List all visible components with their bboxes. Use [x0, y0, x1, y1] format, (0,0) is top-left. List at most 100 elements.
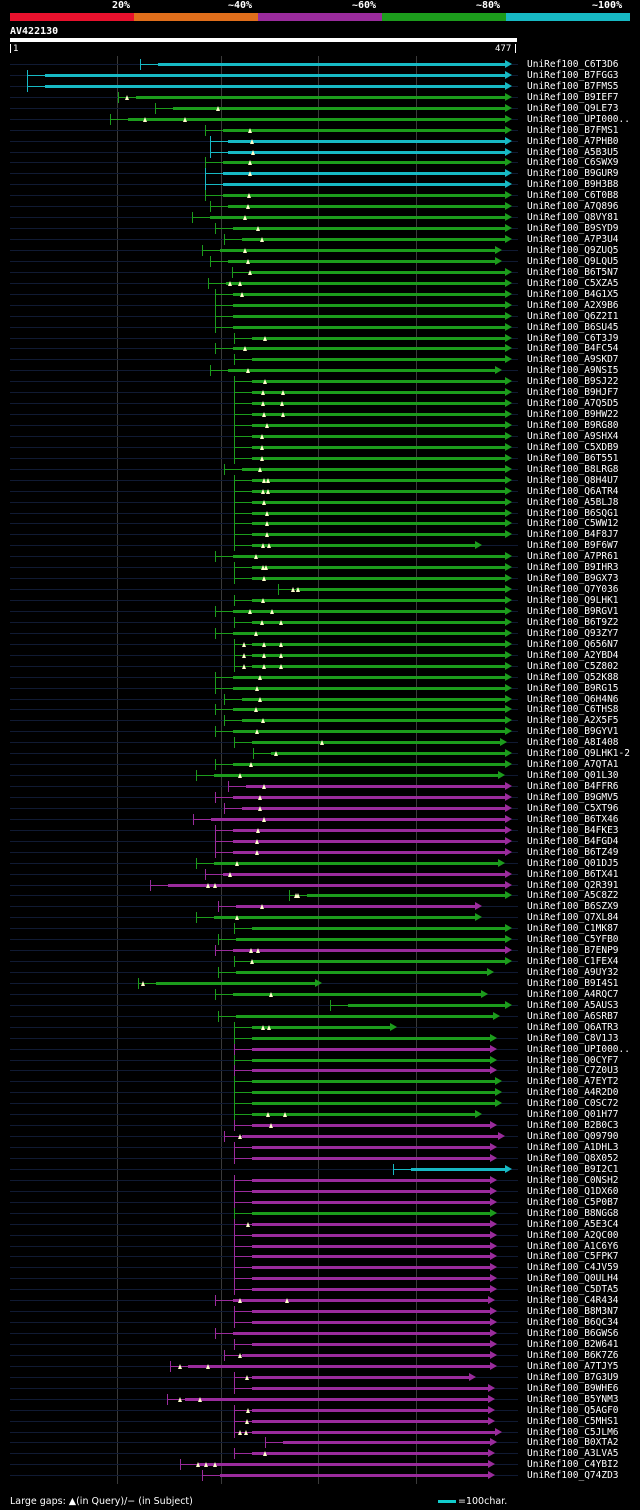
hit-label[interactable]: UniRef100_Q1DX60	[527, 1185, 619, 1197]
hit-label[interactable]: UniRef100_Q0CYF7	[527, 1054, 619, 1066]
hit-label[interactable]: UniRef100_B4FKE3	[527, 824, 619, 836]
hit-label[interactable]: UniRef100_B6SZX9	[527, 901, 619, 913]
hit-label[interactable]: UniRef100_A7PHB0	[527, 135, 619, 147]
hit-label[interactable]: UniRef100_C5XZA5	[527, 277, 619, 289]
hit-label[interactable]: UniRef100_Q01L30	[527, 770, 619, 782]
hit-label[interactable]: UniRef100_C1MK87	[527, 923, 619, 935]
hit-label[interactable]: UniRef100_B7FGG3	[527, 69, 619, 81]
hit-label[interactable]: UniRef100_A4RQC7	[527, 988, 619, 1000]
hit-label[interactable]: UniRef100_B9I2C1	[527, 1163, 619, 1175]
hit-label[interactable]: UniRef100_B7FMS1	[527, 124, 619, 136]
hit-label[interactable]: UniRef100_B9GYV1	[527, 726, 619, 738]
hit-label[interactable]: UniRef100_C5XT96	[527, 802, 619, 814]
hit-label[interactable]: UniRef100_B5YNM3	[527, 1393, 619, 1405]
hit-label[interactable]: UniRef100_B4FFR6	[527, 781, 619, 793]
hit-label[interactable]: UniRef100_B2W641	[527, 1338, 619, 1350]
hit-label[interactable]: UniRef100_B4FGD4	[527, 835, 619, 847]
hit-label[interactable]: UniRef100_B4G1X5	[527, 288, 619, 300]
hit-label[interactable]: UniRef100_A8I408	[527, 737, 619, 749]
hit-label[interactable]: UniRef100_A1C6Y6	[527, 1240, 619, 1252]
hit-label[interactable]: UniRef100_A2X9B6	[527, 299, 619, 311]
hit-label[interactable]: UniRef100_A5E3C4	[527, 1218, 619, 1230]
hit-label[interactable]: UniRef100_B9SYD9	[527, 223, 619, 235]
hit-label[interactable]: UniRef100_Q8H4U7	[527, 474, 619, 486]
hit-label[interactable]: UniRef100_B9GX73	[527, 573, 619, 585]
hit-label[interactable]: UniRef100_Q2R391	[527, 879, 619, 891]
hit-label[interactable]: UniRef100_C5Z802	[527, 660, 619, 672]
hit-label[interactable]: UniRef100_B6K7Z6	[527, 1349, 619, 1361]
hit-label[interactable]: UniRef100_Q01DJ5	[527, 857, 619, 869]
hit-label[interactable]: UniRef100_C5MHS1	[527, 1415, 619, 1427]
hit-label[interactable]: UniRef100_B6T551	[527, 452, 619, 464]
hit-label[interactable]: UniRef100_Q6Z2I1	[527, 310, 619, 322]
hit-label[interactable]: UniRef100_Q9ZUQ5	[527, 244, 619, 256]
hit-label[interactable]: UniRef100_C5YFB0	[527, 934, 619, 946]
hit-label[interactable]: UniRef100_B9WHE6	[527, 1382, 619, 1394]
hit-label[interactable]: UniRef100_A2YBD4	[527, 649, 619, 661]
hit-label[interactable]: UniRef100_A2QC00	[527, 1229, 619, 1241]
hit-label[interactable]: UniRef100_B8LRG8	[527, 463, 619, 475]
hit-label[interactable]: UniRef100_A6SRB7	[527, 1010, 619, 1022]
hit-label[interactable]: UniRef100_C5XDB9	[527, 441, 619, 453]
hit-label[interactable]: UniRef100_A2X5F5	[527, 715, 619, 727]
hit-label[interactable]: UniRef100_Q09790	[527, 1131, 619, 1143]
hit-label[interactable]: UniRef100_C8V1J3	[527, 1032, 619, 1044]
hit-label[interactable]: UniRef100_C6SWX9	[527, 157, 619, 169]
hit-label[interactable]: UniRef100_Q8VY81	[527, 212, 619, 224]
hit-label[interactable]: UniRef100_Q9LQU5	[527, 255, 619, 267]
hit-label[interactable]: UniRef100_A9NSI5	[527, 365, 619, 377]
hit-label[interactable]: UniRef100_A3LVA5	[527, 1448, 619, 1460]
hit-label[interactable]: UniRef100_A7P3U4	[527, 234, 619, 246]
hit-label[interactable]: UniRef100_B6TZ49	[527, 846, 619, 858]
hit-label[interactable]: UniRef100_A7Q5D5	[527, 398, 619, 410]
hit-label[interactable]: UniRef100_B9HJF7	[527, 387, 619, 399]
hit-label[interactable]: UniRef100_B9HW22	[527, 409, 619, 421]
hit-label[interactable]: UniRef100_A7QTA1	[527, 759, 619, 771]
hit-label[interactable]: UniRef100_C6THS8	[527, 704, 619, 716]
hit-label[interactable]: UniRef100_B9RG80	[527, 420, 619, 432]
hit-label[interactable]: UniRef100_B8NGG8	[527, 1207, 619, 1219]
hit-label[interactable]: UniRef100_B9H3B8	[527, 179, 619, 191]
hit-label[interactable]: UniRef100_B9GUR9	[527, 168, 619, 180]
hit-label[interactable]: UniRef100_B9F6W7	[527, 540, 619, 552]
hit-label[interactable]: UniRef100_Q9LE73	[527, 102, 619, 114]
hit-label[interactable]: UniRef100_C0SC72	[527, 1098, 619, 1110]
hit-label[interactable]: UniRef100_A7TJY5	[527, 1360, 619, 1372]
hit-label[interactable]: UniRef100_B7G3U9	[527, 1371, 619, 1383]
hit-label[interactable]: UniRef100_C4JV59	[527, 1262, 619, 1274]
hit-label[interactable]: UniRef100_A1DHL3	[527, 1142, 619, 1154]
hit-label[interactable]: UniRef100_B9GMV5	[527, 791, 619, 803]
hit-label[interactable]: UniRef100_Q8X052	[527, 1153, 619, 1164]
hit-label[interactable]: UniRef100_A9SHX4	[527, 430, 619, 442]
hit-label[interactable]: UniRef100_A5B3U5	[527, 146, 619, 158]
hit-label[interactable]: UniRef100_B9RGV1	[527, 606, 619, 617]
hit-label[interactable]: UniRef100_B6T5N7	[527, 266, 619, 278]
hit-label[interactable]: UniRef100_B6TX41	[527, 868, 619, 880]
hit-label[interactable]: UniRef100_C5FPK7	[527, 1251, 619, 1263]
hit-label[interactable]: UniRef100_Q5AGF0	[527, 1404, 619, 1416]
hit-label[interactable]: UniRef100_A7Q896	[527, 201, 619, 213]
hit-label[interactable]: UniRef100_Q0ULH4	[527, 1273, 619, 1285]
hit-label[interactable]: UniRef100_A4R2D0	[527, 1087, 619, 1099]
hit-label[interactable]: UniRef100_B6SU45	[527, 321, 619, 333]
hit-label[interactable]: UniRef100_UPI000..	[527, 113, 630, 125]
hit-label[interactable]: UniRef100_B9RG15	[527, 682, 619, 694]
hit-label[interactable]: UniRef100_C4YBI2	[527, 1459, 619, 1471]
hit-label[interactable]: UniRef100_Q01H77	[527, 1109, 619, 1121]
hit-label[interactable]: UniRef100_C5JLM6	[527, 1426, 619, 1438]
hit-label[interactable]: UniRef100_C5DTA5	[527, 1284, 619, 1296]
hit-label[interactable]: UniRef100_B6GWS6	[527, 1328, 619, 1340]
hit-label[interactable]: UniRef100_A5C8Z2	[527, 890, 619, 902]
hit-label[interactable]: UniRef100_B9IEF7	[527, 91, 619, 103]
hit-label[interactable]: UniRef100_C5WW12	[527, 518, 619, 530]
hit-label[interactable]: UniRef100_B6SQG1	[527, 507, 619, 519]
hit-label[interactable]: UniRef100_Q7XL84	[527, 912, 619, 924]
hit-label[interactable]: UniRef100_A7EYT2	[527, 1076, 619, 1088]
hit-label[interactable]: UniRef100_Q52K88	[527, 671, 619, 683]
hit-label[interactable]: UniRef100_Q9LHK1	[527, 595, 619, 607]
hit-label[interactable]: UniRef100_B6TX46	[527, 813, 619, 825]
hit-label[interactable]: UniRef100_C7Z0U3	[527, 1065, 619, 1077]
hit-label[interactable]: UniRef100_C6T0B8	[527, 190, 619, 202]
hit-label[interactable]: UniRef100_A7PR61	[527, 551, 619, 563]
hit-label[interactable]: UniRef100_C1FEX4	[527, 956, 619, 968]
